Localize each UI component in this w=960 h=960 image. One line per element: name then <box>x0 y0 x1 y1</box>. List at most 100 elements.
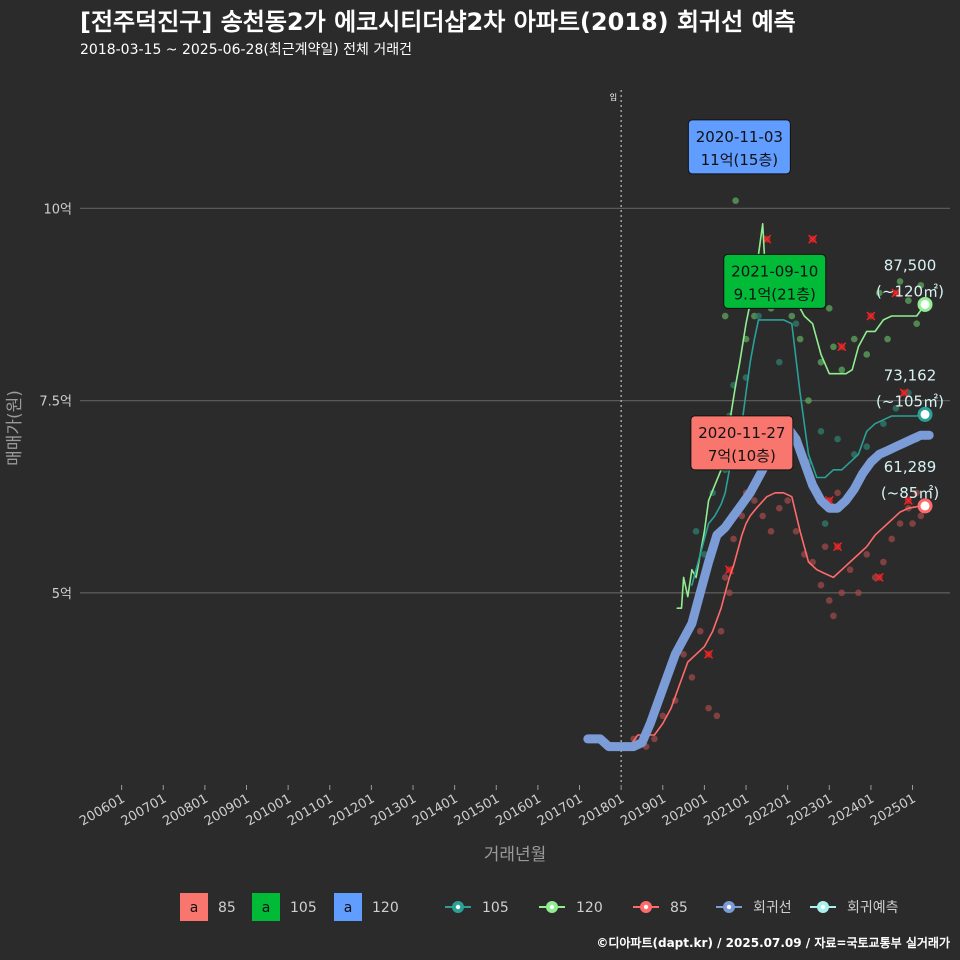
y-tick-label: 10억 <box>43 202 72 217</box>
legend-line-dot-inner <box>455 904 461 910</box>
cross-mark <box>837 342 847 352</box>
end-label-area: (~120㎡) <box>876 282 944 300</box>
x-tick-label: 200801 <box>160 791 210 829</box>
reference-line: 입 <box>610 90 622 785</box>
annotations: 2020-11-0311억(15층)2021-09-109.1억(21층)202… <box>687 119 827 471</box>
vline-label: 입 <box>610 93 617 102</box>
scatter-point <box>875 289 883 297</box>
x-tick-label: 201401 <box>410 791 460 829</box>
crossed-point <box>808 234 818 244</box>
cross-mark <box>704 649 714 659</box>
scatter-point <box>863 443 871 451</box>
scatter-point <box>913 320 920 328</box>
scatter-point <box>726 589 733 597</box>
scatter-point <box>884 335 891 343</box>
scatter-point <box>680 651 687 658</box>
scatter-point <box>888 535 896 543</box>
legend-line-label: 회귀예측 <box>847 900 899 916</box>
scatter-point <box>863 551 871 558</box>
x-axis-title: 거래년월 <box>484 845 547 865</box>
cross-mark <box>899 388 909 398</box>
legend-line-label: 회귀선 <box>753 900 792 916</box>
legend-line-dot-inner <box>643 904 649 910</box>
scatter-point <box>834 435 841 443</box>
legend-line-dot-inner <box>820 904 826 910</box>
scatter-point <box>732 197 739 204</box>
x-tick-label: 201501 <box>452 791 502 829</box>
scatter-point <box>892 404 900 412</box>
annotation-date: 2020-11-03 <box>696 128 783 146</box>
legend-line-label: 105 <box>482 900 509 916</box>
scatter-point <box>905 297 912 304</box>
scatter-point <box>863 351 871 358</box>
scatter-point <box>880 558 887 566</box>
crossed-point <box>891 288 901 298</box>
legend-line-dot-inner <box>726 904 732 910</box>
scatter-point <box>713 712 721 720</box>
scatter-point <box>759 512 766 520</box>
chart-subtitle: 2018-03-15 ~ 2025-06-28(최근계약일) 전체 거래건 <box>80 42 412 58</box>
y-axis-title: 매매가(원) <box>5 390 25 466</box>
annotation-2: 2020-11-27 7억(10층) <box>690 415 794 471</box>
annotation-date: 2020-11-27 <box>698 424 785 442</box>
scatter-point <box>913 489 920 497</box>
legend-line-dot-inner <box>549 904 555 910</box>
scatter-point <box>821 543 829 550</box>
scatter-point <box>792 527 800 535</box>
x-tick-label: 201801 <box>577 791 627 829</box>
legend-fill-key <box>252 893 280 921</box>
scatter-point <box>917 281 925 289</box>
crossed-point <box>704 649 714 659</box>
end-point <box>917 296 933 312</box>
annotation-0: 2020-11-03 11억(15층) <box>687 119 791 175</box>
scatter-point <box>730 535 737 543</box>
scatter-point <box>817 428 825 435</box>
x-tick-label: 201201 <box>327 791 377 829</box>
x-tick-label: 202401 <box>826 791 876 829</box>
x-tick-label: 202301 <box>785 791 835 829</box>
legend-fill-label: 85 <box>218 900 236 916</box>
scatter-point <box>821 520 829 527</box>
annotation-box <box>690 415 794 471</box>
cross-mark <box>724 565 734 575</box>
end-label-value: 73,162 <box>884 366 937 384</box>
crossed-point <box>837 342 847 352</box>
x-tick-label: 201601 <box>493 791 543 829</box>
scatter-point <box>692 527 700 535</box>
end-points <box>917 296 933 514</box>
end-label-value: 87,500 <box>884 256 937 274</box>
x-tick-label: 201901 <box>618 791 668 829</box>
legend-line-label: 85 <box>670 900 688 916</box>
grid <box>80 207 950 594</box>
scatter-point <box>788 312 796 320</box>
end-label-area: (~105㎡) <box>876 392 944 410</box>
legend: a 85 a 105 a 120 105 120 85 회귀선 회귀예측 <box>180 893 899 921</box>
crossed-point <box>833 542 843 552</box>
scatter-point <box>792 320 800 328</box>
y-tick-label: 7.5억 <box>39 395 72 410</box>
x-tick-label: 201301 <box>369 791 419 829</box>
scatter-point <box>688 674 696 681</box>
legend-fill-label: 105 <box>290 900 317 916</box>
series-line-2 <box>612 492 926 748</box>
scatter-point <box>776 358 783 366</box>
cross-mark <box>833 542 843 552</box>
scatter-point <box>846 566 854 574</box>
legend-fill-letter: a <box>344 900 353 916</box>
x-tick-label: 201001 <box>244 791 294 829</box>
x-tick-label: 202501 <box>868 791 918 829</box>
end-point <box>917 406 933 422</box>
crossed-point <box>903 496 913 506</box>
end-label-area: (~85㎡) <box>881 484 939 502</box>
legend-fill-key <box>334 893 362 921</box>
series-line-1 <box>691 319 926 586</box>
scatter-point <box>705 704 712 712</box>
annotation-date: 2021-09-10 <box>731 262 818 280</box>
chart-title: [전주덕진구] 송천동2가 에코시티더샵2차 아파트(2018) 회귀선 예측 <box>80 8 796 36</box>
scatter-point <box>896 278 904 285</box>
end-labels: 87,500 (~120㎡) 73,162 (~105㎡) 61,289 (~85㎡) <box>876 256 944 501</box>
cross-mark <box>874 572 884 582</box>
scatter-point <box>796 335 804 343</box>
scatter-point <box>917 512 925 520</box>
